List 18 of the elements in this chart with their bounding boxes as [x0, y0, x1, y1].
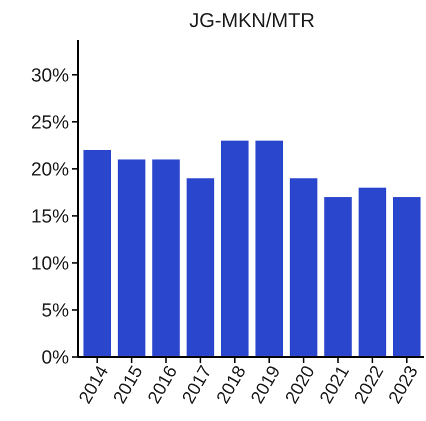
chart-title: JG-MKN/MTR	[189, 10, 315, 32]
bar	[186, 178, 214, 357]
y-tick-label: 10%	[30, 254, 70, 275]
y-tick-label: 30%	[30, 65, 70, 86]
y-tick-label: 25%	[30, 112, 70, 134]
bar	[221, 140, 249, 357]
bar	[255, 140, 283, 357]
bar	[83, 150, 111, 357]
y-tick-label: 5%	[42, 300, 70, 322]
bar	[393, 197, 421, 357]
bar	[324, 197, 352, 357]
bar	[290, 178, 318, 357]
y-tick-label: 20%	[30, 160, 70, 181]
bar	[358, 188, 386, 357]
bar	[152, 159, 180, 357]
y-tick-label: 0%	[42, 348, 70, 369]
y-tick-label: 15%	[30, 206, 70, 228]
bar	[118, 159, 146, 357]
